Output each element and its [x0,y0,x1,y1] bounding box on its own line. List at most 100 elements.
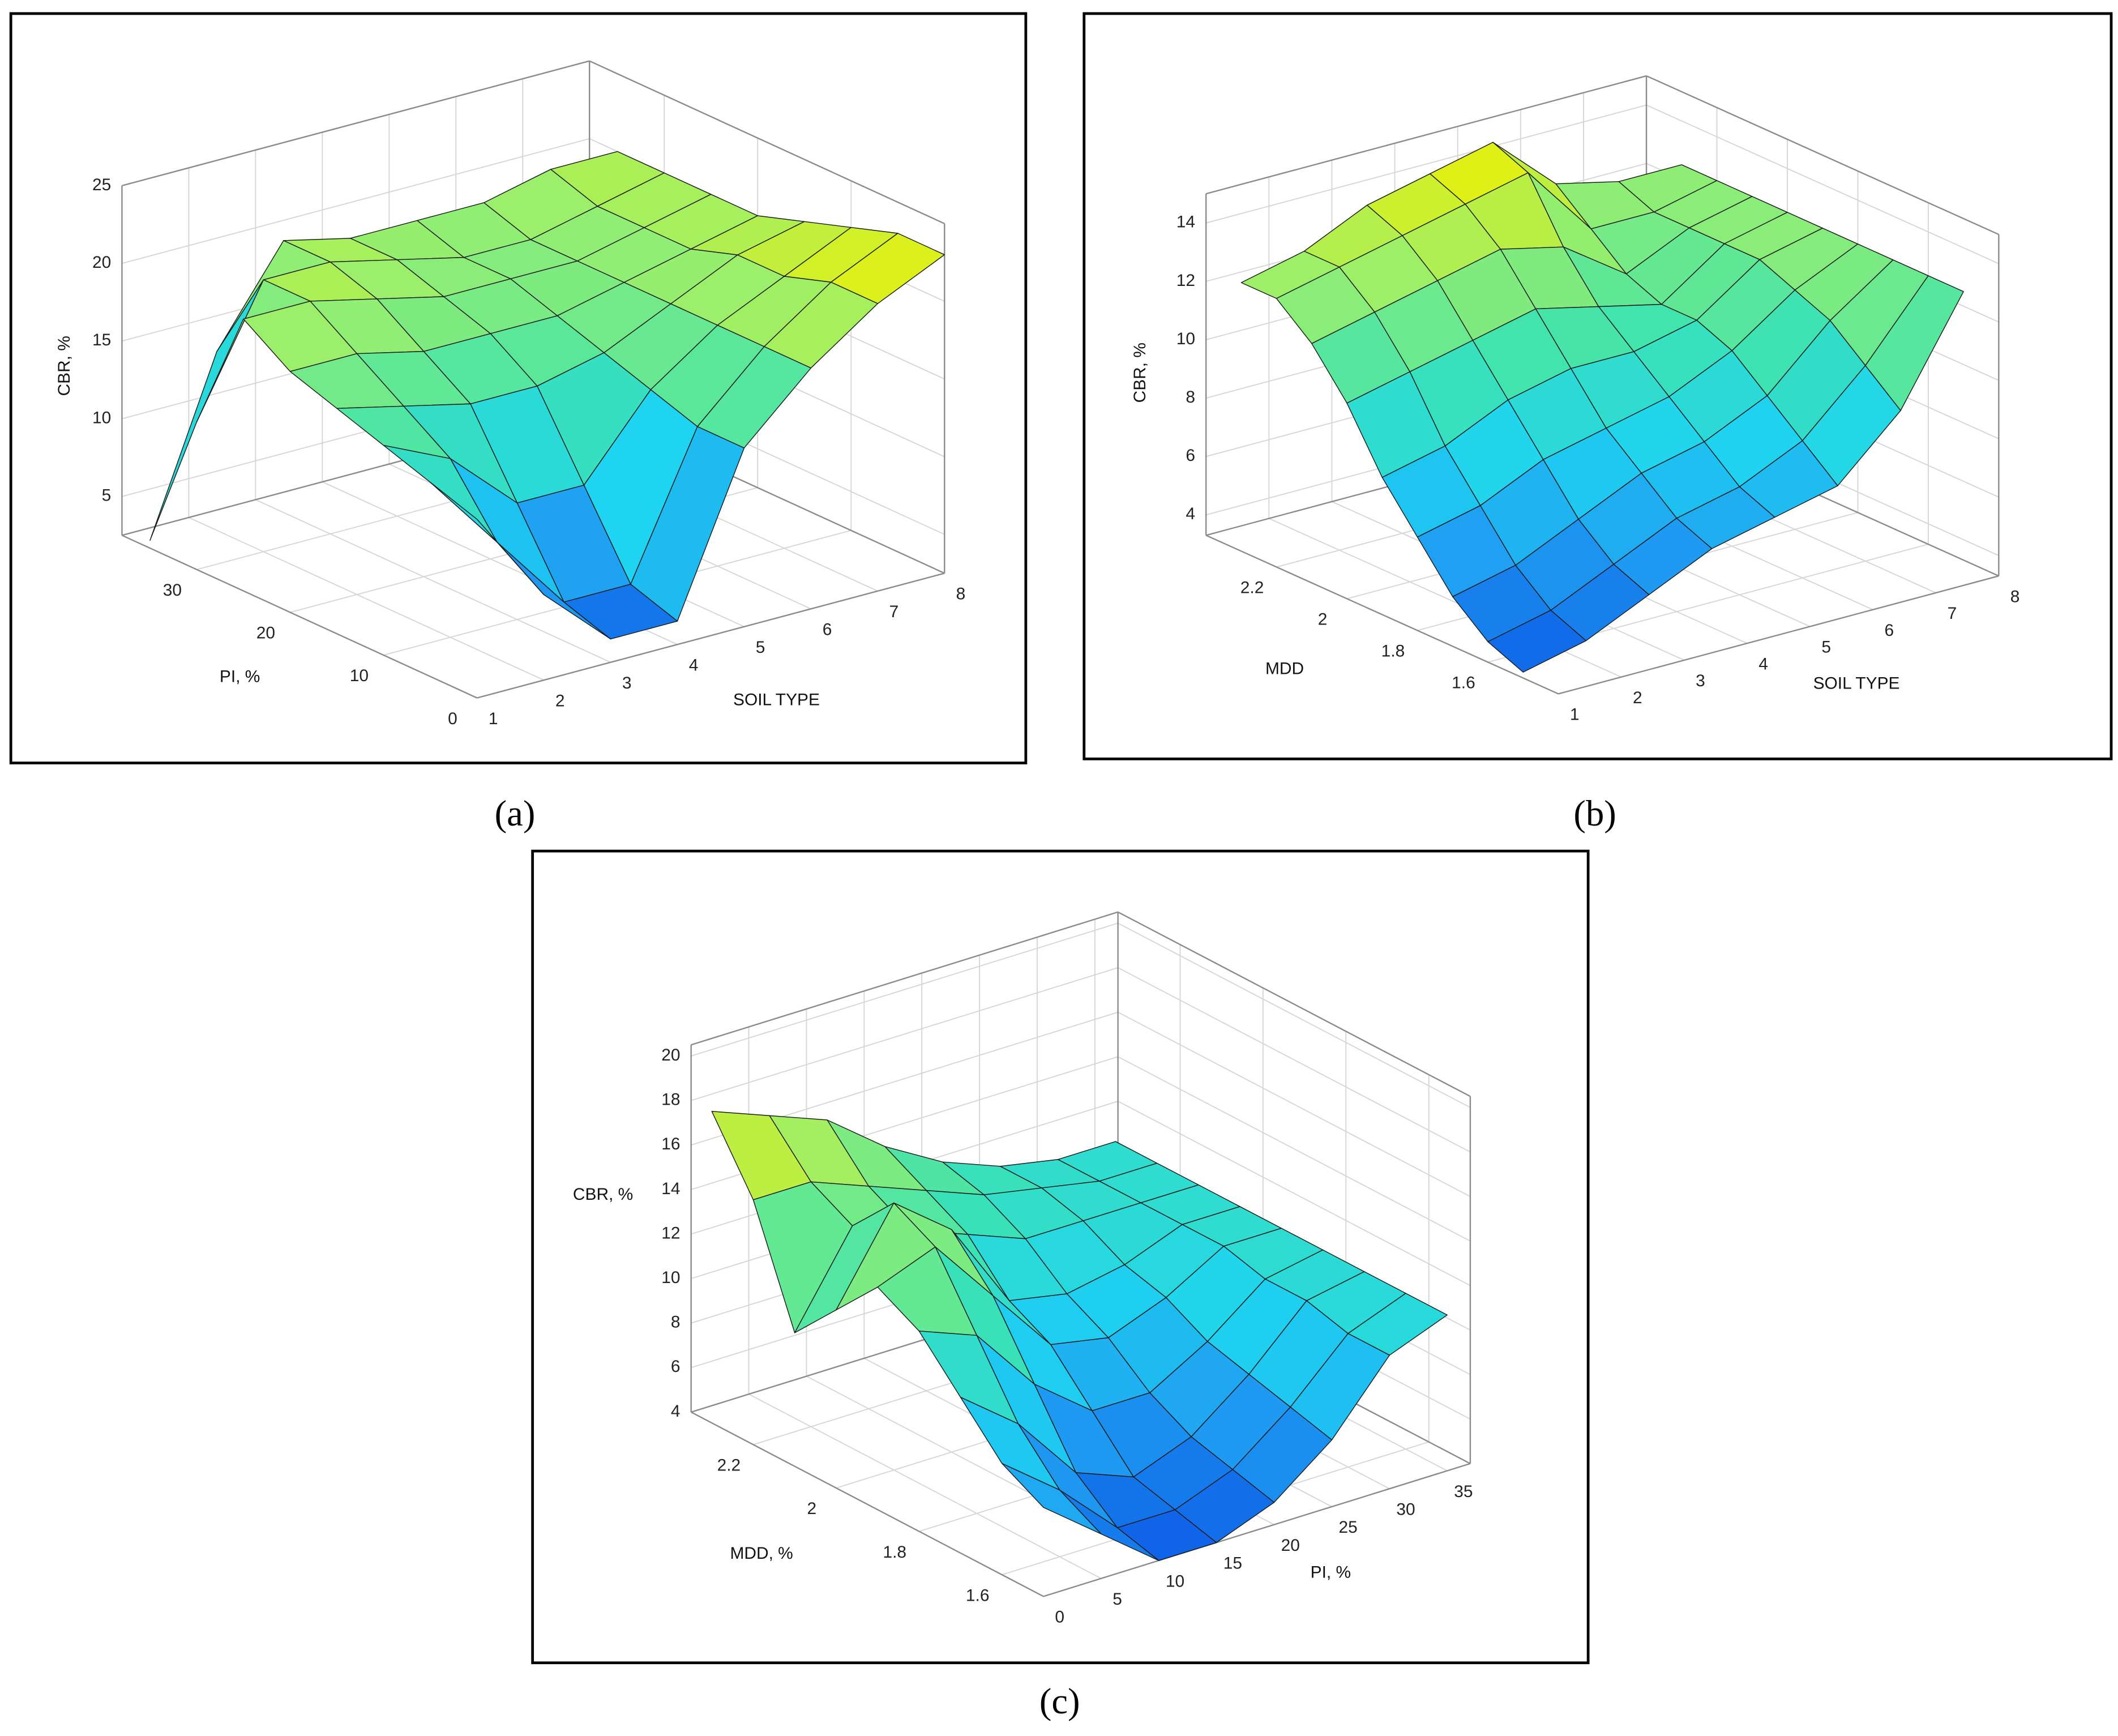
x-tick-label: 5 [756,638,765,657]
z-tick-label: 10 [92,408,111,427]
y-tick-label: 0 [448,709,457,728]
x-tick-label: 6 [823,621,832,639]
surface-cell [1487,610,1587,673]
panel-label: (a) [495,793,536,834]
grid-line [1118,922,1471,1108]
x-tick-label: 5 [1821,638,1831,657]
z-axis-label: CBR, % [573,1185,633,1204]
y-tick-label: 20 [256,624,275,643]
x-tick-label: 0 [1055,1608,1064,1627]
y-tick-label: 1.6 [1452,674,1475,692]
axis-edge [1118,911,1471,1097]
x-tick-label: 25 [1338,1518,1357,1537]
grid-line [1118,1101,1471,1286]
grid-line [1118,1056,1471,1242]
x-tick-label: 3 [622,674,632,692]
x-tick-label: 4 [689,656,699,674]
axis-edge [121,535,478,699]
x-tick-label: 7 [1948,604,1957,623]
x-tick-label: 10 [1166,1572,1184,1590]
x-tick-label: 2 [555,691,565,710]
x-tick-label: 6 [1885,621,1894,640]
grid-line [748,1393,1102,1579]
z-tick-label: 12 [661,1224,680,1242]
panel-label: (b) [1573,793,1616,834]
axis-edge [1043,1463,1471,1597]
x-tick-label: 8 [956,585,966,604]
x-tick-label: 1 [489,709,498,728]
grid-line [1118,1011,1471,1198]
x-tick-label: 3 [1696,672,1705,690]
axis-edge [691,1411,1044,1597]
x-tick-label: 30 [1396,1500,1415,1519]
z-tick-label: 5 [102,486,112,505]
y-tick-label: 1.8 [883,1543,906,1562]
z-tick-label: 15 [92,331,111,349]
grid-line [691,967,1118,1101]
y-tick-label: 2 [807,1499,817,1518]
z-tick-label: 6 [1186,446,1195,465]
grid-line [691,922,1118,1057]
grid-line [188,517,544,681]
axis-edge [1558,575,1999,695]
z-tick-label: 20 [92,253,111,272]
x-axis-label: SOIL TYPE [1813,674,1900,693]
x-tick-label: 7 [889,602,899,621]
x-axis-label: SOIL TYPE [733,690,820,709]
panel-frame [1082,12,2113,760]
z-tick-label: 6 [671,1357,681,1376]
x-tick-label: 1 [1570,705,1580,724]
z-tick-label: 4 [671,1402,681,1421]
z-axis-label: CBR, % [1131,343,1149,403]
z-tick-label: 4 [1186,504,1195,523]
axis-edge [1205,75,1647,195]
axis-edge [589,60,945,225]
grid-line [122,138,590,264]
z-tick-label: 14 [661,1179,680,1198]
grid-line [1118,967,1471,1153]
surface-cell [430,482,545,595]
z-tick-label: 10 [1176,330,1195,348]
x-tick-label: 4 [1758,655,1768,673]
panel-frame [9,12,1028,764]
z-tick-label: 12 [1176,271,1195,290]
surface-cell [1002,1463,1102,1534]
axis-edge [691,911,1118,1046]
panel-frame [531,849,1590,1665]
z-tick-label: 8 [1186,388,1195,407]
z-axis-label: CBR, % [55,336,74,396]
y-tick-label: 2.2 [717,1456,741,1475]
y-axis-label: MDD, % [730,1544,793,1563]
grid-line [1646,104,1999,264]
axis-edge [477,572,945,699]
x-axis-label: PI, % [1311,1563,1351,1582]
y-tick-label: 2 [1318,610,1328,629]
y-tick-label: 2.2 [1240,579,1264,597]
z-tick-label: 8 [671,1313,681,1332]
z-tick-label: 20 [661,1046,680,1064]
z-tick-label: 18 [661,1091,680,1109]
z-tick-label: 10 [661,1268,680,1287]
y-axis-label: MDD [1265,659,1304,678]
panel-label: (c) [1039,1681,1080,1722]
axis-edge [122,60,590,187]
grid-line [255,499,611,663]
x-tick-label: 20 [1281,1536,1300,1555]
y-tick-label: 10 [350,666,369,685]
axis-edge [1646,75,1999,236]
z-tick-label: 14 [1176,213,1195,232]
axis-edge [1205,535,1559,695]
y-tick-label: 30 [163,581,182,600]
x-tick-label: 2 [1633,689,1642,707]
x-tick-label: 35 [1454,1482,1473,1501]
z-tick-label: 25 [92,176,111,194]
x-tick-label: 8 [2010,587,2020,606]
grid-line [1205,104,1647,224]
x-tick-label: 5 [1113,1590,1122,1609]
x-tick-label: 15 [1223,1554,1242,1573]
z-tick-label: 16 [661,1135,680,1153]
y-tick-label: 1.6 [966,1586,990,1605]
y-tick-label: 1.8 [1381,642,1405,661]
